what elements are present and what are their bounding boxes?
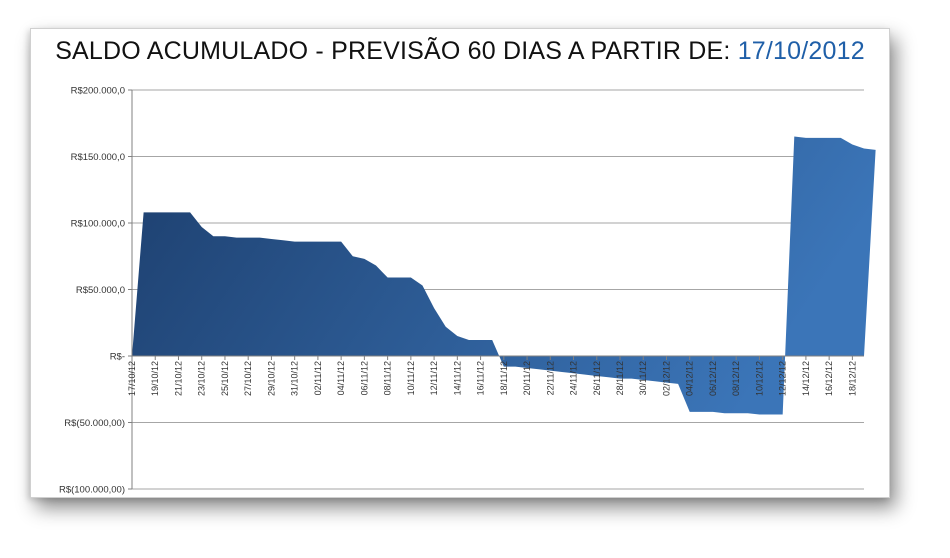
x-tick-label: 14/12/12 bbox=[801, 361, 811, 396]
y-tick-label: R$(50.000,00) bbox=[64, 418, 125, 429]
area-chart: R$200.000,0 R$150.000,0 R$100.000,0 R$50.00… bbox=[59, 86, 876, 496]
x-tick-label: 10/12/12 bbox=[754, 361, 764, 396]
x-tick-label: 08/12/12 bbox=[731, 361, 741, 396]
x-tick-label: 21/10/12 bbox=[173, 361, 183, 396]
chart-title: SALDO ACUMULADO - PREVISÃO 60 DIAS A PAR… bbox=[31, 37, 889, 66]
x-tick-label: 24/11/12 bbox=[569, 361, 579, 395]
chart-title-prefix: SALDO ACUMULADO - PREVISÃO 60 DIAS A PAR… bbox=[55, 37, 731, 65]
x-tick-label: 26/11/12 bbox=[592, 361, 602, 395]
x-tick-label: 16/12/12 bbox=[824, 361, 834, 396]
x-tick-label: 29/10/12 bbox=[266, 361, 276, 396]
x-tick-label: 31/10/12 bbox=[290, 361, 300, 396]
x-tick-label: 22/11/12 bbox=[545, 361, 555, 395]
y-tick-label: R$50.000,0 bbox=[76, 285, 125, 296]
x-tick-label: 08/11/12 bbox=[383, 361, 393, 395]
x-tick-label: 18/12/12 bbox=[847, 361, 857, 396]
x-tick-label: 19/10/12 bbox=[150, 361, 160, 396]
x-tick-label: 06/11/12 bbox=[359, 361, 369, 395]
x-tick-label: 17/10/12 bbox=[127, 361, 137, 396]
x-tick-label: 16/11/12 bbox=[476, 361, 486, 395]
x-tick-label: 02/12/12 bbox=[661, 361, 671, 396]
x-tick-label: 06/12/12 bbox=[708, 361, 718, 396]
x-tick-label: 30/11/12 bbox=[638, 361, 648, 395]
y-tick-label: R$150.000,0 bbox=[71, 152, 125, 163]
y-tick-label: R$100.000,0 bbox=[71, 219, 125, 230]
y-tick-label: R$(100.000,00) bbox=[59, 485, 125, 496]
x-tick-label: 04/11/12 bbox=[336, 361, 346, 395]
x-tick-label: 23/10/12 bbox=[197, 361, 207, 396]
x-tick-label: 25/10/12 bbox=[220, 361, 230, 396]
x-tick-label: 20/11/12 bbox=[522, 361, 532, 395]
y-tick-label: R$- bbox=[110, 352, 125, 363]
x-tick-label: 12/11/12 bbox=[429, 361, 439, 395]
x-tick-label: 02/11/12 bbox=[313, 361, 323, 395]
x-tick-label: 28/11/12 bbox=[615, 361, 625, 395]
series-area bbox=[132, 136, 876, 415]
chart-frame: SALDO ACUMULADO - PREVISÃO 60 DIAS A PAR… bbox=[30, 28, 890, 498]
y-tick-label: R$200.000,0 bbox=[71, 86, 125, 97]
x-tick-label: 12/12/12 bbox=[778, 361, 788, 396]
x-tick-label: 27/10/12 bbox=[243, 361, 253, 396]
x-tick-label: 18/11/12 bbox=[499, 361, 509, 395]
x-tick-label: 10/11/12 bbox=[406, 361, 416, 395]
chart-title-date: 17/10/2012 bbox=[737, 37, 865, 65]
x-tick-label: 04/12/12 bbox=[685, 361, 695, 396]
x-tick-label: 14/11/12 bbox=[452, 361, 462, 395]
